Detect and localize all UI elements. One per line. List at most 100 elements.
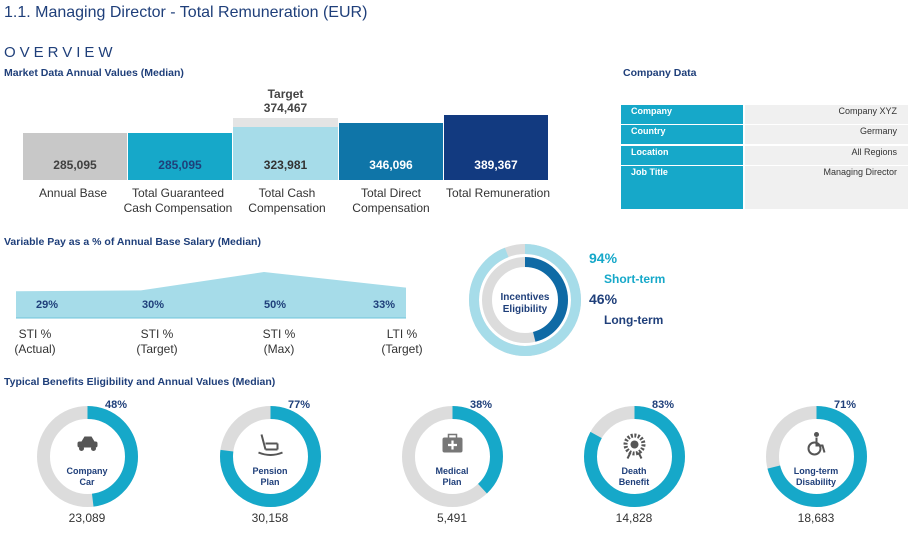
label-line: Total Remuneration (445, 186, 551, 200)
benefits-title: Typical Benefits Eligibility and Annual … (4, 376, 276, 388)
target-bar-extension (233, 118, 338, 127)
variable-pay-area (16, 272, 406, 319)
label-line: Car (79, 477, 95, 487)
label-line: (Actual) (14, 342, 56, 356)
market-data-title: Market Data Annual Values (Median) (4, 67, 184, 79)
market-bar-value: 285,095 (53, 158, 97, 172)
company-row-key: Country (621, 125, 743, 144)
benefit-ring (401, 405, 503, 507)
benefit-donut (583, 405, 685, 507)
benefit-value: 18,683 (797, 511, 835, 525)
market-bar-value: 285,095 (158, 158, 202, 172)
company-row-value: Germany (745, 125, 908, 144)
label-line: Total Guaranteed (131, 186, 225, 200)
label-line: Total Cash (258, 186, 316, 200)
company-row-key: Company (621, 105, 743, 124)
label-line: Medical (435, 466, 469, 476)
vp-value-sti-actual: 29% (36, 299, 59, 311)
market-bar-annual-base: 285,095 (23, 133, 127, 180)
label-line: (Target) (136, 342, 178, 356)
vp-label: STI % (Target) (117, 327, 197, 357)
target-label: Target (267, 87, 304, 101)
long-term-ring (482, 257, 568, 343)
benefit-value: 30,158 (251, 511, 289, 525)
benefit-ring (36, 405, 138, 507)
label-line: Plan (442, 477, 462, 487)
market-bar-total-remuneration: 389,367 (444, 115, 548, 180)
vp-value-sti-max: 50% (264, 299, 287, 311)
market-bar-value: 389,367 (474, 158, 518, 172)
wheelchair-icon (807, 431, 825, 455)
benefit-donut (765, 405, 867, 507)
company-row-key: Location (621, 146, 743, 165)
benefit-ring (583, 405, 685, 507)
label-line: Disability (795, 477, 836, 487)
benefit-percent: 71% (834, 399, 857, 411)
market-bar-guaranteed-cash: 285,095 (128, 133, 232, 180)
market-bar-label: Total Cash Compensation (231, 186, 343, 216)
benefit-name: Company Car (52, 466, 122, 488)
variable-pay-area-shape (16, 272, 406, 318)
benefit-value: 5,491 (436, 511, 468, 525)
label-line: STI % (262, 327, 296, 341)
benefit-percent: 38% (470, 399, 493, 411)
company-row: Country Germany (621, 125, 908, 144)
page-title: 1.1. Managing Director - Total Remunerat… (4, 4, 368, 21)
market-bar-total-cash: 323,981 (233, 127, 338, 180)
benefit-percent: 77% (288, 399, 311, 411)
label-line: (Max) (263, 342, 295, 356)
company-row-value: All Regions (745, 146, 908, 165)
label-line: Plan (260, 477, 280, 487)
long-term-label: Long-term (604, 313, 664, 327)
overview-heading: OVERVIEW (4, 44, 117, 61)
label-line: Benefit (618, 477, 650, 487)
incentives-center-label: Incentives Eligibility (490, 292, 560, 316)
benefit-name: Death Benefit (599, 466, 669, 488)
company-row: Company Company XYZ (621, 105, 908, 124)
benefit-value: 14,828 (615, 511, 653, 525)
benefit-percent: 83% (652, 399, 675, 411)
company-row-key: Job Title (621, 166, 743, 185)
label-line: Compensation (352, 201, 430, 215)
label-line: STI % (18, 327, 52, 341)
market-bar-label: Total Remuneration (442, 186, 554, 201)
donut-center (493, 268, 557, 332)
target-value: 374,467 (263, 101, 308, 115)
variable-pay-title: Variable Pay as a % of Annual Base Salar… (4, 236, 261, 248)
label-line: Company (66, 466, 108, 476)
company-row: Job Title Managing Director (621, 166, 908, 185)
incentives-donut (469, 244, 581, 356)
market-bar-label: Total Direct Compensation (335, 186, 447, 216)
company-row: Location All Regions (621, 146, 908, 165)
benefit-name: Long-term Disability (781, 466, 851, 488)
market-bar-total-direct: 346,096 (339, 123, 443, 180)
short-term-ring (469, 244, 581, 356)
benefit-donut (36, 405, 138, 507)
vp-label: LTI % (Target) (362, 327, 442, 357)
benefit-ring (219, 405, 321, 507)
benefit-donut (219, 405, 321, 507)
label-line: (Target) (381, 342, 423, 356)
market-bar-label: Annual Base (17, 186, 129, 201)
label-line: LTI % (386, 327, 418, 341)
vp-label: STI % (Actual) (0, 327, 75, 357)
short-term-label: Short-term (604, 272, 666, 286)
vp-value-sti-target: 30% (142, 299, 165, 311)
label-line: Compensation (248, 201, 326, 215)
label-line: Eligibility (502, 304, 548, 315)
benefit-percent: 48% (105, 399, 128, 411)
label-line: Long-term (793, 466, 839, 476)
label-line: Pension (252, 466, 288, 476)
benefit-name: Pension Plan (235, 466, 305, 488)
long-term-percent: 46% (589, 291, 618, 307)
market-bar-value: 346,096 (369, 158, 413, 172)
market-bar-label: Total Guaranteed Cash Compensation (122, 186, 234, 216)
label-line: Annual Base (38, 186, 108, 200)
label-line: Cash Compensation (123, 201, 233, 215)
label-line: Total Direct (360, 186, 422, 200)
benefit-ring (765, 405, 867, 507)
benefit-value: 23,089 (68, 511, 106, 525)
benefit-name: Medical Plan (417, 466, 487, 488)
car-icon (77, 436, 97, 451)
label-line: STI % (140, 327, 174, 341)
